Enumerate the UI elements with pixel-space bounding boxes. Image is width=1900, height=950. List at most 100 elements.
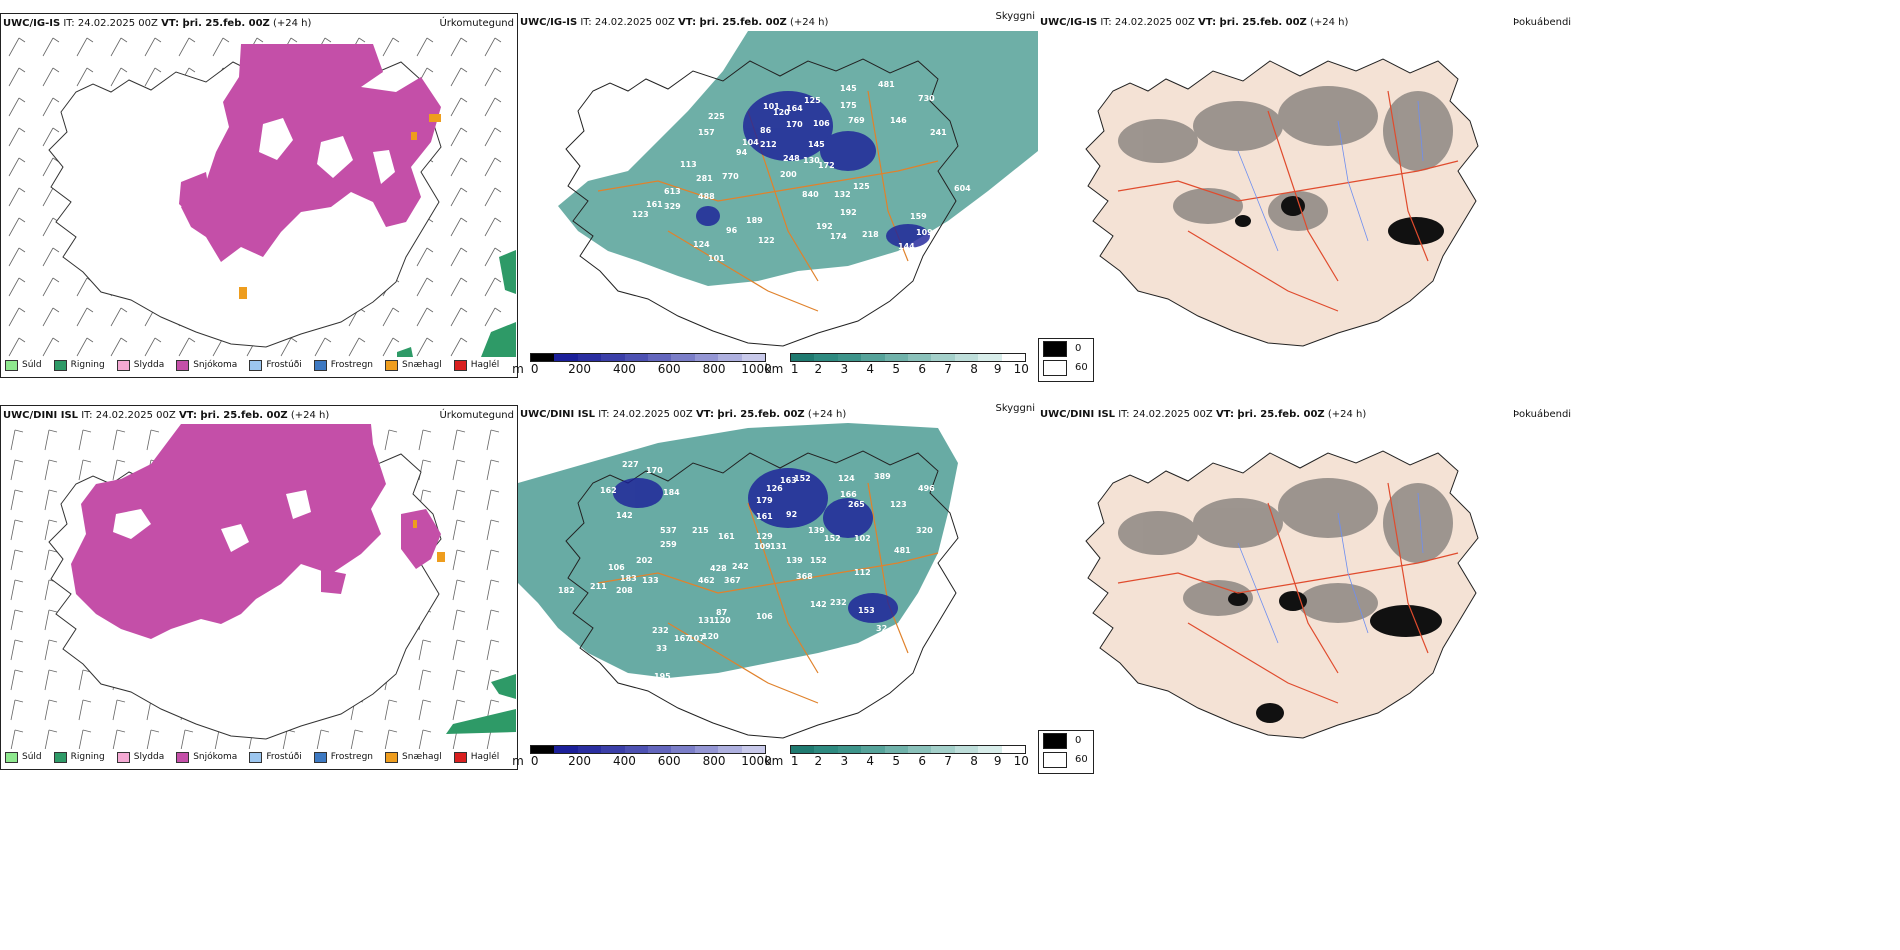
model-name: UWC/IG-IS xyxy=(3,18,61,29)
panel-title: Þokuábendi xyxy=(1513,409,1572,420)
cloud-base-label: 101 xyxy=(708,254,725,263)
legend-rain: Rigning xyxy=(53,359,105,371)
legend-snow: Snjókoma xyxy=(176,359,237,371)
visibility-tick: 10 xyxy=(1013,362,1029,376)
ceiling-tick: 1000 xyxy=(741,754,772,768)
cloud-base-label: 166 xyxy=(840,490,857,499)
visibility-colorbar: km 1 2 3 4 5 6 7 8 9 10 xyxy=(765,353,1029,376)
iceland-outline xyxy=(565,450,959,739)
visibility-tick: 9 xyxy=(993,362,1002,376)
fog-panel-row1: UWC/IG-IS IT: 24.02.2025 00Z VT: þri. 25… xyxy=(1038,13,1900,382)
sky-panel-row1: UWC/IG-IS IT: 24.02.2025 00Z VT: þri. 25… xyxy=(512,11,1038,378)
valid-time: VT: þri. 25.feb. 00Z xyxy=(678,17,787,28)
cloud-base-label: 145 xyxy=(808,140,825,149)
cloud-base-label: 840 xyxy=(802,190,819,199)
swatch-frost-rain xyxy=(313,359,327,371)
cloud-base-label: 87 xyxy=(716,608,727,617)
init-time: IT: 24.02.2025 00Z xyxy=(1118,409,1213,420)
panel-header: UWC/DINI ISL IT: 24.02.2025 00Z VT: þri.… xyxy=(1,406,517,426)
panel-header: UWC/IG-IS IT: 24.02.2025 00Z VT: þri. 25… xyxy=(1038,13,1900,33)
cloud-base-label: 157 xyxy=(774,314,791,323)
cloud-base-label: 142 xyxy=(810,600,827,609)
legend-frost-drizzle: Frostúði xyxy=(249,359,302,371)
ceiling-tick: 0 xyxy=(530,362,539,376)
cloud-base-label: 481 xyxy=(878,80,895,89)
ceiling-tick: 600 xyxy=(657,362,681,376)
cloud-base-label: 122 xyxy=(758,236,775,245)
cloud-base-label: 265 xyxy=(932,582,949,591)
visibility-tick: 5 xyxy=(892,362,901,376)
valid-time: VT: þri. 25.feb. 00Z xyxy=(178,410,288,421)
cloud-base-label: 389 xyxy=(874,472,891,481)
cloud-base-label: 769 xyxy=(848,116,865,125)
fog-legend-value: 0 xyxy=(1075,735,1082,746)
fog-legend: 0 60 xyxy=(1038,730,1094,774)
snow-gaps xyxy=(259,118,395,184)
cloud-base-label: 232 xyxy=(830,598,847,607)
cloud-base-label: 184 xyxy=(663,488,680,497)
snow-pellet-areas xyxy=(239,114,441,299)
init-time: IT: 24.02.2025 00Z xyxy=(580,17,675,28)
swatch-rain xyxy=(53,359,67,371)
cloud-base-label: 496 xyxy=(918,484,935,493)
precip-legend: Súld Rigning Slydda Snjókoma Frostúði Fr… xyxy=(5,357,511,373)
legend-drizzle: Súld xyxy=(5,359,42,371)
panel-header: UWC/IG-IS IT: 24.02.2025 00Z VT: þri. 25… xyxy=(518,11,1038,33)
cloud-base-label: 139 xyxy=(808,526,825,535)
low-cloud-areas xyxy=(613,468,898,623)
visibility-tick: 10 xyxy=(1013,754,1029,768)
cloud-base-label: 368 xyxy=(796,572,813,581)
swatch-snow xyxy=(176,751,190,763)
cloud-base-label: 84 xyxy=(758,706,770,715)
swatch-sleet xyxy=(116,751,130,763)
model-name: UWC/IG-IS xyxy=(520,17,578,28)
swatch-frost-drizzle xyxy=(249,359,263,371)
cloud-base-label: 218 xyxy=(862,230,879,239)
visibility-tick: 4 xyxy=(866,362,875,376)
panel-header: UWC/IG-IS IT: 24.02.2025 00Z VT: þri. 25… xyxy=(1,14,517,34)
cloud-base-label: 172 xyxy=(818,161,835,170)
visibility-scale xyxy=(790,353,1026,362)
valid-time: VT: þri. 25.feb. 00Z xyxy=(161,18,270,29)
visibility-tick: 8 xyxy=(970,754,978,768)
ceiling-tick: 400 xyxy=(612,362,636,376)
lead-time: (+24 h) xyxy=(807,409,847,420)
swatch-hail xyxy=(453,751,467,763)
cloud-base-label: 329 xyxy=(664,202,681,211)
swatch-frost-drizzle xyxy=(249,751,263,763)
cloud-base-label: 212 xyxy=(760,140,777,149)
lead-time: (+24 h) xyxy=(290,410,330,421)
legend-hail: Haglél xyxy=(453,751,499,763)
visibility-tick: 3 xyxy=(840,362,849,376)
init-time: IT: 24.02.2025 00Z xyxy=(81,410,176,421)
road-network xyxy=(1117,482,1459,704)
cloud-base-label: 159 xyxy=(910,212,927,221)
panel-header: UWC/DINI ISL IT: 24.02.2025 00Z VT: þri.… xyxy=(1038,405,1900,425)
cloud-base-label: 32 xyxy=(876,624,887,633)
cloud-base-label: 164 xyxy=(786,104,803,113)
visibility-unit: km xyxy=(764,754,784,768)
low-cloud-areas xyxy=(696,91,930,248)
init-time: IT: 24.02.2025 00Z xyxy=(1100,17,1195,28)
visibility-tick: 3 xyxy=(840,754,849,768)
fog-swatch-dark xyxy=(1043,732,1067,749)
iceland-outline xyxy=(565,58,959,347)
cloud-base-label: 730 xyxy=(918,94,935,103)
cloud-base-label: 179 xyxy=(756,496,773,505)
cloud-base-label: 537 xyxy=(660,526,677,535)
cloud-base-label: 120 xyxy=(773,108,790,117)
road-network xyxy=(1117,90,1459,312)
cloud-base-label: 281 xyxy=(696,174,713,183)
cloud-base-label: 367 xyxy=(724,576,741,585)
cloud-base-label: 129 xyxy=(756,532,773,541)
swatch-sleet xyxy=(116,359,130,371)
cloud-base-label: 248 xyxy=(783,154,800,163)
cloud-base-label: 152 xyxy=(824,534,841,543)
cloud-base-label: 106 xyxy=(756,612,773,621)
cloud-base-label: 120 xyxy=(714,616,731,625)
ceiling-tick: 800 xyxy=(702,362,726,376)
cloud-base-label: 175 xyxy=(840,101,857,110)
ceiling-unit: m xyxy=(512,754,524,768)
cloud-base-labels: 227 170 162 184 126 163 152 124 389 496 … xyxy=(558,460,949,715)
snow-areas xyxy=(179,44,441,262)
